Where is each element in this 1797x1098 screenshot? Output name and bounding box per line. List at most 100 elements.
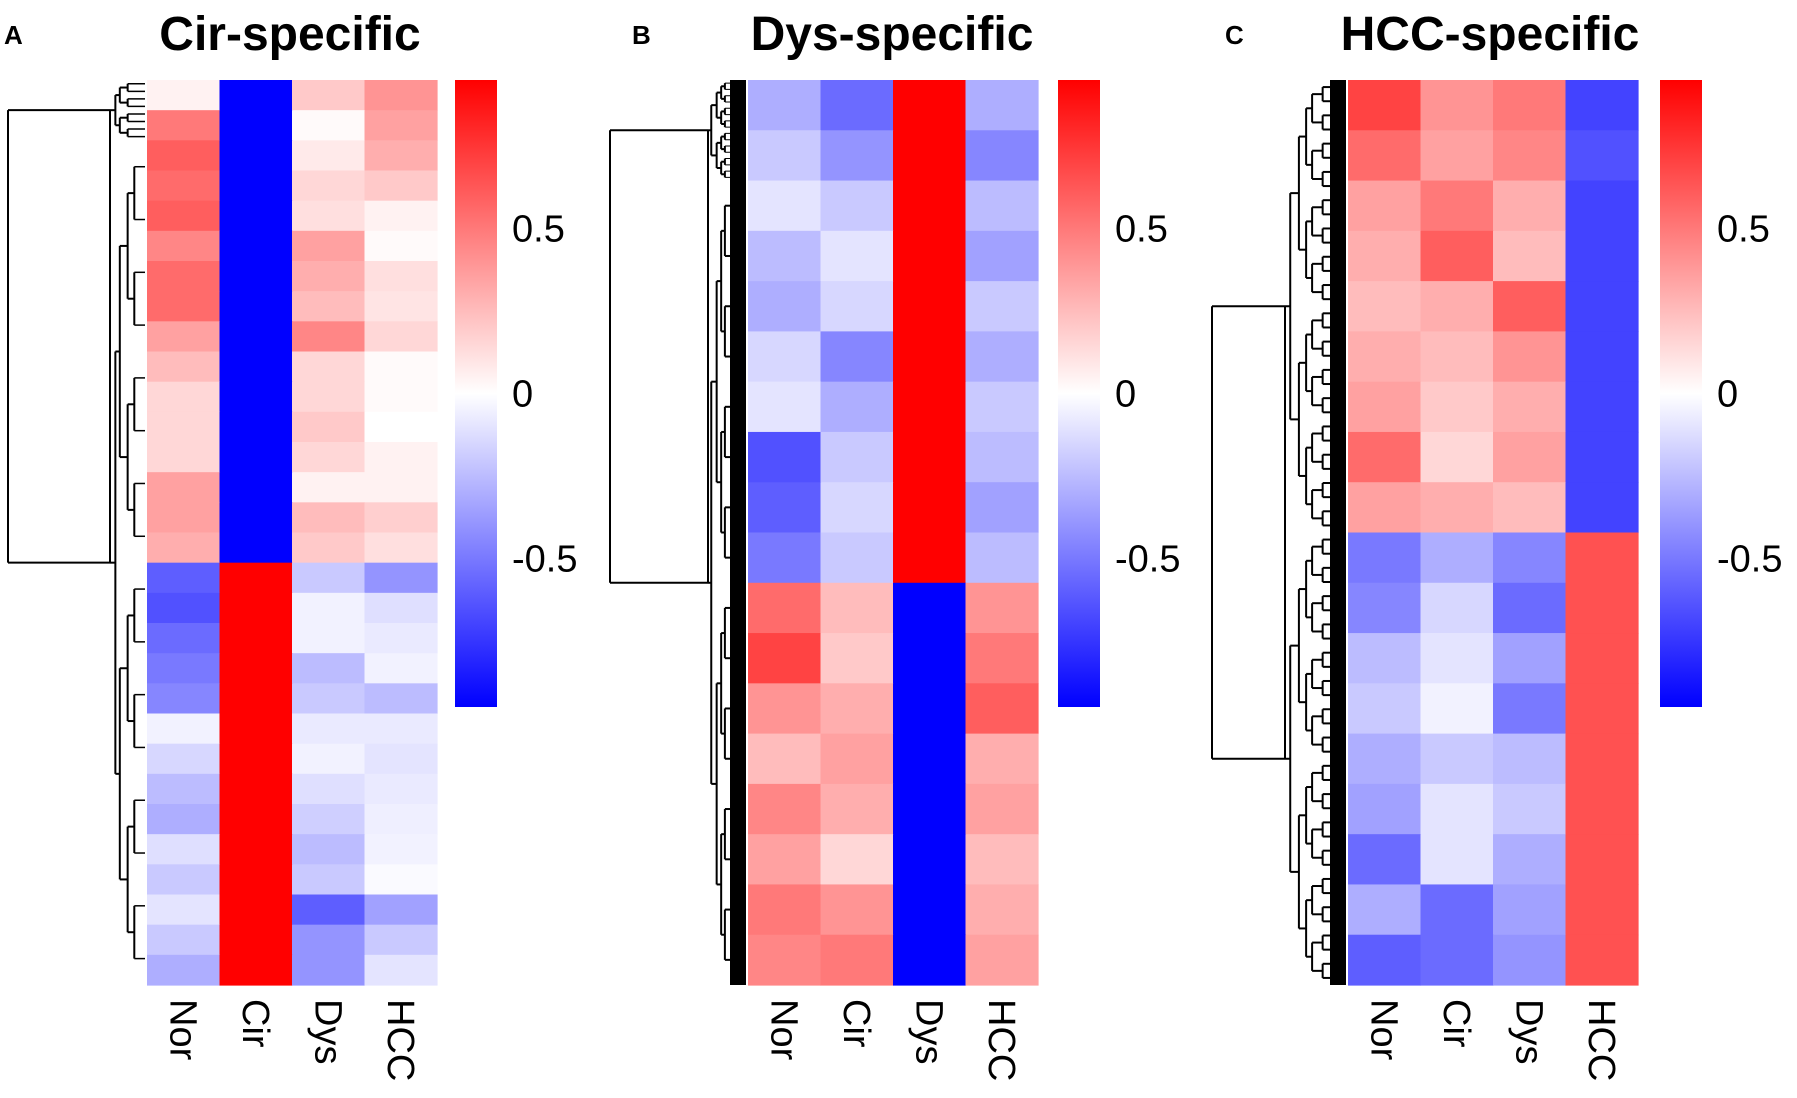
heatmap-cell	[292, 683, 366, 715]
heatmap-cell	[820, 683, 894, 735]
heatmap-cell	[748, 80, 822, 131]
heatmap-cell	[147, 592, 221, 624]
heatmap-cell	[364, 804, 438, 835]
heatmap-cell	[292, 261, 366, 292]
heatmap-cell	[1565, 331, 1639, 383]
heatmap-cell	[748, 281, 822, 332]
heatmap-cell	[1420, 582, 1494, 634]
heatmap-cell	[748, 884, 822, 936]
heatmap-cell	[1348, 532, 1422, 584]
heatmap-cell	[364, 653, 438, 684]
heatmap-cell	[1493, 683, 1567, 735]
heatmap-cell	[219, 411, 293, 443]
heatmap-cell	[292, 924, 366, 956]
heatmap-cell	[292, 381, 366, 413]
heatmap-cell	[1493, 230, 1567, 282]
colorbar-tick-label: 0	[512, 374, 533, 416]
heatmap-cell	[1493, 381, 1567, 433]
heatmap-cell	[1565, 582, 1639, 634]
heatmap-cell	[1348, 834, 1422, 886]
heatmap-cell	[965, 130, 1039, 182]
heatmap-cell	[965, 934, 1039, 986]
heatmap-cell	[292, 653, 366, 684]
panel-label: A	[4, 20, 23, 50]
column-label: Dys	[907, 999, 949, 1064]
row-dendrogram	[7, 83, 145, 960]
heatmap-cell	[820, 934, 894, 986]
heatmap-cell	[364, 261, 438, 292]
heatmap-cell	[292, 532, 366, 564]
heatmap-cell	[147, 773, 221, 805]
chart-title: Dys-specific	[751, 8, 1034, 61]
heatmap-cell	[219, 110, 293, 141]
heatmap-cell	[1348, 733, 1422, 785]
heatmap-cell	[893, 582, 967, 634]
heatmap-cell	[292, 894, 366, 926]
column-label: HCC	[379, 999, 421, 1081]
heatmap-cell	[1420, 80, 1494, 131]
heatmap-cell	[292, 411, 366, 443]
heatmap-cell	[219, 80, 293, 111]
heatmap-cell	[893, 834, 967, 886]
heatmap-cell	[1565, 834, 1639, 886]
heatmap-cell	[219, 532, 293, 564]
heatmap-cell	[965, 482, 1039, 534]
colorbar	[455, 80, 497, 707]
heatmap-cell	[893, 381, 967, 433]
column-label: HCC	[1580, 999, 1622, 1081]
colorbar-tick-label: 0.5	[1717, 209, 1770, 251]
heatmap-cell	[1493, 884, 1567, 936]
row-dendrogram	[609, 82, 746, 980]
heatmap-cell	[748, 532, 822, 584]
heatmap-cell	[147, 261, 221, 292]
heatmap-cell	[1420, 130, 1494, 182]
heatmap-cell	[965, 281, 1039, 332]
heatmap-cell	[748, 482, 822, 534]
heatmap-cell	[292, 502, 366, 534]
heatmap-cell	[147, 713, 221, 745]
heatmap-cell	[219, 743, 293, 775]
heatmap-cell	[1420, 683, 1494, 735]
heatmap-cell	[748, 834, 822, 886]
heatmap-cell	[820, 130, 894, 182]
heatmap-cell	[893, 281, 967, 332]
heatmap-cell	[364, 683, 438, 715]
heatmap-cell	[147, 291, 221, 322]
heatmap-cell	[1565, 934, 1639, 986]
heatmap-cell	[292, 200, 366, 232]
heatmap-cell	[364, 894, 438, 926]
heatmap-cell	[893, 230, 967, 282]
heatmap-cell	[292, 351, 366, 383]
heatmap-cell	[965, 230, 1039, 282]
heatmap-cell	[292, 773, 366, 805]
heatmap-cell	[364, 170, 438, 202]
heatmap-cell	[1348, 281, 1422, 332]
dendrogram-leaf-fringe	[1330, 80, 1346, 985]
heatmap-cell	[1493, 633, 1567, 684]
heatmap-cell	[364, 110, 438, 141]
heatmap-cell	[147, 110, 221, 141]
heatmap-cell	[292, 713, 366, 745]
heatmap-cell	[1348, 381, 1422, 433]
colorbar	[1058, 80, 1100, 707]
heatmap-cell	[1348, 783, 1422, 835]
heatmap-cell	[219, 623, 293, 654]
heatmap-cell	[147, 894, 221, 926]
heatmap-cell	[364, 623, 438, 654]
heatmap-cell	[820, 482, 894, 534]
heatmap-cell	[965, 532, 1039, 584]
heatmap-cell	[748, 331, 822, 383]
heatmap-cell	[364, 592, 438, 624]
heatmap-cell	[1565, 130, 1639, 182]
heatmap-cell	[965, 633, 1039, 684]
heatmap-cell	[893, 884, 967, 936]
heatmap-cell	[1565, 783, 1639, 835]
heatmap-cell	[1493, 834, 1567, 886]
heatmap-cell	[820, 381, 894, 433]
heatmap-cell	[147, 623, 221, 654]
heatmap-cell	[1493, 582, 1567, 634]
heatmap-cell	[364, 411, 438, 443]
heatmap-cell	[292, 321, 366, 353]
chart-title: Cir-specific	[159, 8, 420, 61]
